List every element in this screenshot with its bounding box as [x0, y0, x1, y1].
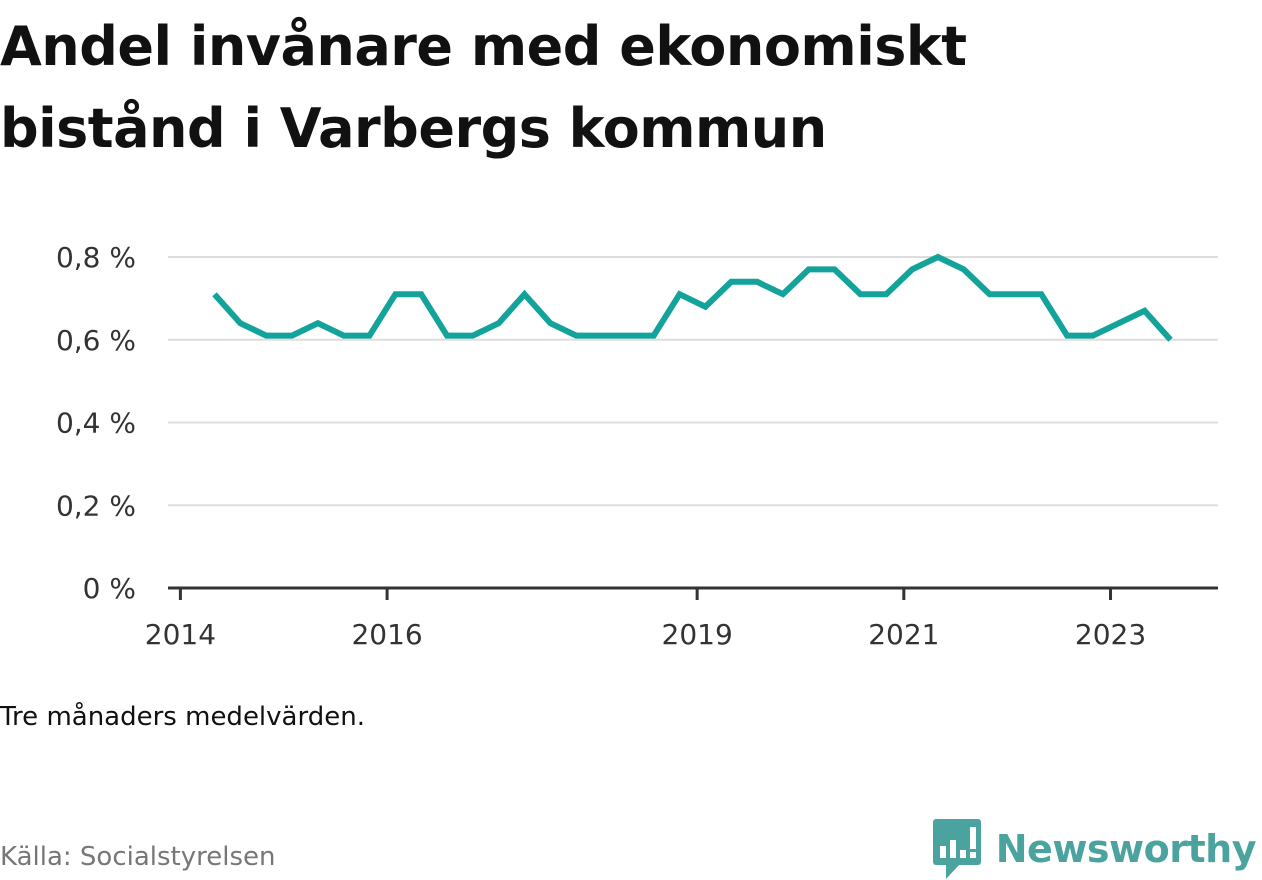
x-tick-label: 2014: [145, 618, 216, 651]
y-tick-label: 0,8 %: [56, 241, 136, 274]
data-series: [212, 253, 1173, 342]
brand-name: Newsworthy: [995, 827, 1257, 871]
y-tick-labels: 0 % 0,2 % 0,4 % 0,6 % 0,8 %: [56, 241, 136, 605]
gridlines: [168, 256, 1218, 507]
bar-chart-speech-bubble-icon: [932, 819, 981, 879]
x-tick-label: 2023: [1075, 618, 1146, 651]
brand-logo: Newsworthy: [932, 818, 1257, 880]
line-chart: 0 % 0,2 % 0,4 % 0,6 % 0,8 % 2014 2016 2019 2021…: [56, 241, 1218, 651]
x-tick-label: 2021: [868, 618, 939, 651]
y-tick-label: 0,2 %: [56, 489, 136, 522]
x-ticks: [178, 588, 1113, 600]
series-line: [212, 253, 1173, 342]
x-tick-label: 2016: [351, 618, 422, 651]
source-credit: Källa: Socialstyrelsen: [0, 842, 276, 872]
y-tick-label: 0,4 %: [56, 407, 136, 440]
chart-note: Tre månaders medelvärden.: [0, 702, 365, 732]
x-tick-label: 2019: [662, 618, 733, 651]
x-tick-labels: 2014 2016 2019 2021 2023: [145, 618, 1146, 651]
y-tick-label: 0 %: [83, 572, 136, 605]
y-tick-label: 0,6 %: [56, 324, 136, 357]
chart-title: Andel invånare med ekonomiskt bistånd i …: [0, 15, 967, 160]
